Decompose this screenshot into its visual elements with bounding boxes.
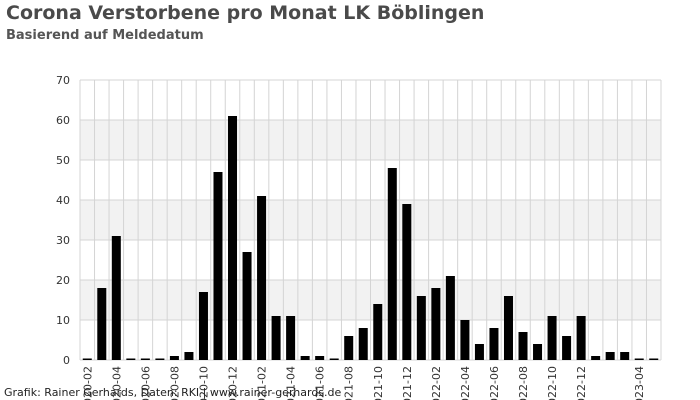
bar xyxy=(489,328,499,360)
chart-title: Corona Verstorbene pro Monat LK Böblinge… xyxy=(6,2,485,24)
bar xyxy=(634,358,644,360)
x-tick-label: 2021-08 xyxy=(343,366,356,400)
y-tick-label: 50 xyxy=(56,154,70,167)
bar xyxy=(155,358,165,360)
bar xyxy=(416,296,426,360)
bar xyxy=(271,316,281,360)
bar xyxy=(518,332,528,360)
bar xyxy=(431,288,441,360)
y-tick-label: 20 xyxy=(56,274,70,287)
bar xyxy=(562,336,572,360)
x-tick-label: 2022-08 xyxy=(517,366,530,400)
bar xyxy=(344,336,354,360)
x-tick-label: 2021-10 xyxy=(372,366,385,400)
y-axis-ticks: 0 10 20 30 40 50 60 70 xyxy=(56,74,70,367)
x-tick-label: 2021-02 xyxy=(256,366,269,400)
x-tick-label: 2022-02 xyxy=(430,366,443,400)
bar xyxy=(198,292,208,360)
bar xyxy=(620,352,630,360)
y-tick-label: 60 xyxy=(56,114,70,127)
bar xyxy=(213,172,223,360)
x-axis-ticks: 2020-02 2020-04 2020-06 2020-08 2020-10 2020-… xyxy=(81,366,646,400)
x-tick-label: 2020-10 xyxy=(197,366,210,400)
bar xyxy=(460,320,470,360)
bar xyxy=(591,356,601,360)
bar xyxy=(358,328,368,360)
x-tick-label: 2022-10 xyxy=(546,366,559,400)
bar xyxy=(402,204,412,360)
bar xyxy=(228,116,238,360)
bar xyxy=(387,168,397,360)
bar xyxy=(140,358,150,360)
x-tick-label: 2022-12 xyxy=(575,366,588,400)
y-tick-label: 0 xyxy=(63,354,70,367)
bar xyxy=(373,304,383,360)
x-tick-label: 2020-06 xyxy=(139,366,152,400)
bar xyxy=(445,276,455,360)
bars xyxy=(82,116,659,360)
bar xyxy=(576,316,586,360)
bar xyxy=(649,358,659,360)
bar xyxy=(300,356,310,360)
y-tick-label: 40 xyxy=(56,194,70,207)
bar xyxy=(533,344,543,360)
bar xyxy=(605,352,615,360)
bar xyxy=(184,352,194,360)
bar xyxy=(111,236,121,360)
x-tick-label: 2021-04 xyxy=(285,366,298,400)
bar xyxy=(329,358,339,360)
bar xyxy=(315,356,325,360)
footer-credit: Grafik: Rainer Gerhards, Daten: RKI | ww… xyxy=(4,386,342,399)
x-tick-label: 2022-04 xyxy=(459,366,472,400)
bar xyxy=(257,196,267,360)
y-tick-label: 30 xyxy=(56,234,70,247)
bar xyxy=(474,344,484,360)
bar xyxy=(503,296,513,360)
grid-lines xyxy=(79,79,662,361)
bar xyxy=(242,252,252,360)
bar xyxy=(126,358,136,360)
bar xyxy=(82,358,92,360)
x-tick-label: 2020-04 xyxy=(110,366,123,400)
x-tick-label: 2020-02 xyxy=(81,366,94,400)
bar xyxy=(97,288,107,360)
y-tick-label: 70 xyxy=(56,74,70,87)
chart-subtitle: Basierend auf Meldedatum xyxy=(6,28,204,43)
x-tick-label: 2020-12 xyxy=(227,366,240,400)
x-tick-label: 2021-12 xyxy=(401,366,414,400)
y-tick-label: 10 xyxy=(56,314,70,327)
x-tick-label: 2021-06 xyxy=(314,366,327,400)
bar xyxy=(547,316,557,360)
x-tick-label: 2020-08 xyxy=(168,366,181,400)
x-tick-label: 2022-06 xyxy=(488,366,501,400)
bar xyxy=(169,356,179,360)
x-tick-label: 2023-04 xyxy=(633,366,646,400)
bar xyxy=(286,316,296,360)
